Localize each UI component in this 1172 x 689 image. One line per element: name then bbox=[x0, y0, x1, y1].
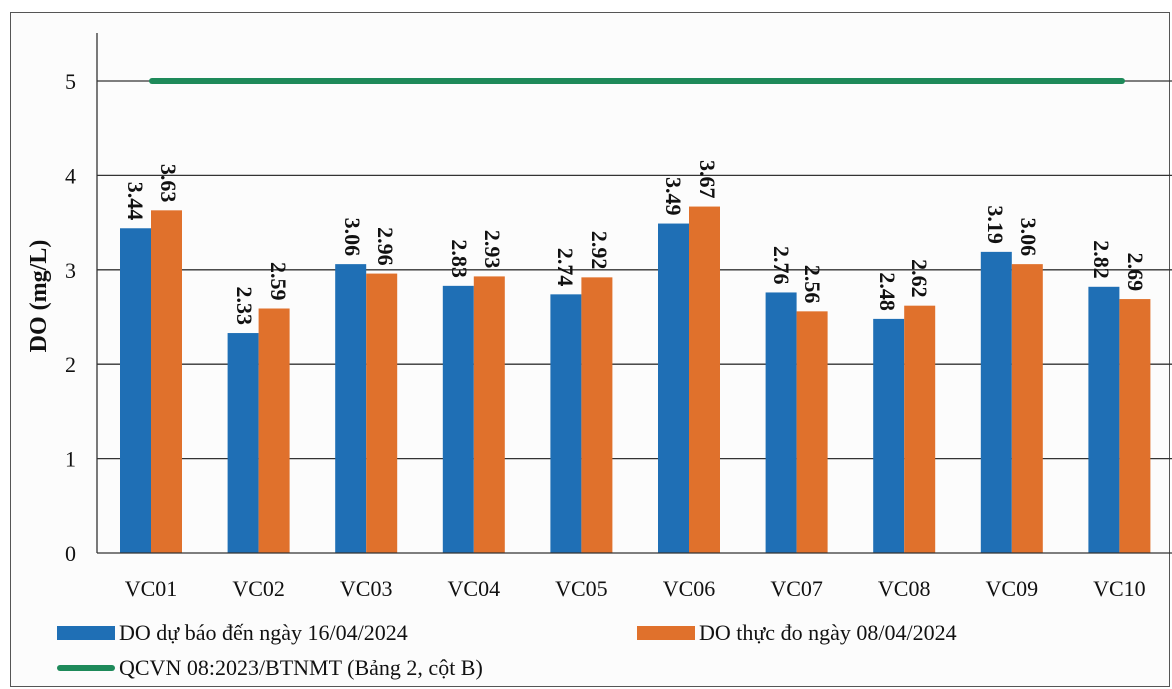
bar-measured-vc05 bbox=[581, 277, 613, 553]
bar-forecast-vc05 bbox=[550, 294, 582, 553]
bar-forecast-vc03 bbox=[335, 264, 367, 553]
x-tick-label-vc04: VC04 bbox=[448, 576, 501, 600]
y-axis-title: DO (mg/L) bbox=[26, 240, 52, 353]
y-tick-label-0: 0 bbox=[65, 541, 76, 566]
bar-measured-vc03 bbox=[366, 273, 398, 553]
data-label-measured-vc09: 3.06 bbox=[1016, 218, 1041, 257]
data-label-forecast-vc05: 2.74 bbox=[553, 248, 578, 287]
bar-forecast-vc07 bbox=[765, 292, 797, 553]
data-label-measured-vc01: 3.63 bbox=[156, 164, 181, 203]
data-label-measured-vc10: 2.69 bbox=[1123, 253, 1148, 292]
bar-forecast-vc08 bbox=[873, 318, 905, 553]
do-bar-chart: 3.44 3.63 2.33 2.59 3.06 2.96 2.83 2.93 2.74 2.92… bbox=[26, 33, 1172, 600]
legend-item-threshold: QCVN 08:2023/BTNMT (Bảng 2, cột B) bbox=[57, 655, 483, 681]
legend-label-forecast: DO dự báo đến ngày 16/04/2024 bbox=[119, 620, 408, 645]
bar-measured-vc04 bbox=[473, 276, 505, 553]
data-label-forecast-vc08: 2.48 bbox=[875, 272, 900, 311]
bar-measured-vc01 bbox=[151, 210, 182, 553]
data-label-measured-vc02: 2.59 bbox=[266, 262, 291, 301]
legend-item-forecast: DO dự báo đến ngày 16/04/2024 bbox=[57, 620, 408, 646]
legend-swatch-measured bbox=[637, 626, 695, 640]
legend-item-measured: DO thực đo ngày 08/04/2024 bbox=[637, 620, 957, 646]
y-tick-label-4: 4 bbox=[65, 163, 76, 188]
data-label-forecast-vc04: 2.83 bbox=[447, 239, 472, 278]
x-tick-label-vc08: VC08 bbox=[878, 576, 931, 600]
data-label-forecast-vc09: 3.19 bbox=[983, 205, 1008, 244]
data-label-forecast-vc07: 2.76 bbox=[769, 246, 794, 285]
bar-forecast-vc09 bbox=[980, 251, 1012, 553]
bar-measured-vc09 bbox=[1011, 264, 1043, 553]
data-label-forecast-vc10: 2.82 bbox=[1089, 240, 1114, 279]
data-label-measured-vc06: 3.67 bbox=[695, 160, 720, 199]
legend-swatch-forecast bbox=[57, 626, 115, 640]
x-tick-label-vc05: VC05 bbox=[555, 576, 608, 600]
y-tick-label-1: 1 bbox=[65, 447, 76, 472]
y-tick-label-3: 3 bbox=[65, 258, 76, 283]
legend-label-measured: DO thực đo ngày 08/04/2024 bbox=[699, 620, 957, 645]
data-label-measured-vc08: 2.62 bbox=[907, 259, 932, 298]
data-label-measured-vc04: 2.93 bbox=[480, 230, 505, 269]
x-tick-label-vc01: VC01 bbox=[125, 576, 178, 600]
y-tick-label-5: 5 bbox=[65, 69, 76, 94]
bar-forecast-vc02 bbox=[227, 333, 259, 553]
bar-measured-vc02 bbox=[258, 308, 290, 553]
x-tick-label-vc07: VC07 bbox=[770, 576, 823, 600]
y-tick-label-2: 2 bbox=[65, 352, 76, 377]
data-label-forecast-vc03: 3.06 bbox=[340, 218, 365, 257]
data-label-measured-vc03: 2.96 bbox=[373, 227, 398, 266]
bar-measured-vc06 bbox=[689, 206, 720, 553]
data-label-forecast-vc06: 3.49 bbox=[661, 177, 686, 216]
x-tick-label-vc10: VC10 bbox=[1093, 576, 1146, 600]
x-tick-label-vc03: VC03 bbox=[340, 576, 393, 600]
data-label-measured-vc05: 2.92 bbox=[587, 231, 612, 270]
legend-swatch-threshold bbox=[57, 665, 115, 671]
x-tick-label-vc06: VC06 bbox=[663, 576, 716, 600]
bar-forecast-vc04 bbox=[442, 285, 474, 553]
x-tick-label-vc09: VC09 bbox=[986, 576, 1039, 600]
legend-label-threshold: QCVN 08:2023/BTNMT (Bảng 2, cột B) bbox=[119, 655, 483, 680]
data-label-forecast-vc02: 2.33 bbox=[232, 287, 257, 326]
bar-forecast-vc06 bbox=[658, 223, 689, 553]
bar-measured-vc10 bbox=[1119, 299, 1151, 553]
bar-forecast-vc10 bbox=[1088, 286, 1120, 553]
bar-forecast-vc01 bbox=[120, 228, 151, 553]
data-label-forecast-vc01: 3.44 bbox=[123, 182, 148, 221]
data-label-measured-vc07: 2.56 bbox=[800, 265, 825, 304]
bar-measured-vc08 bbox=[904, 305, 936, 553]
bar-measured-vc07 bbox=[796, 311, 828, 553]
x-tick-label-vc02: VC02 bbox=[232, 576, 285, 600]
